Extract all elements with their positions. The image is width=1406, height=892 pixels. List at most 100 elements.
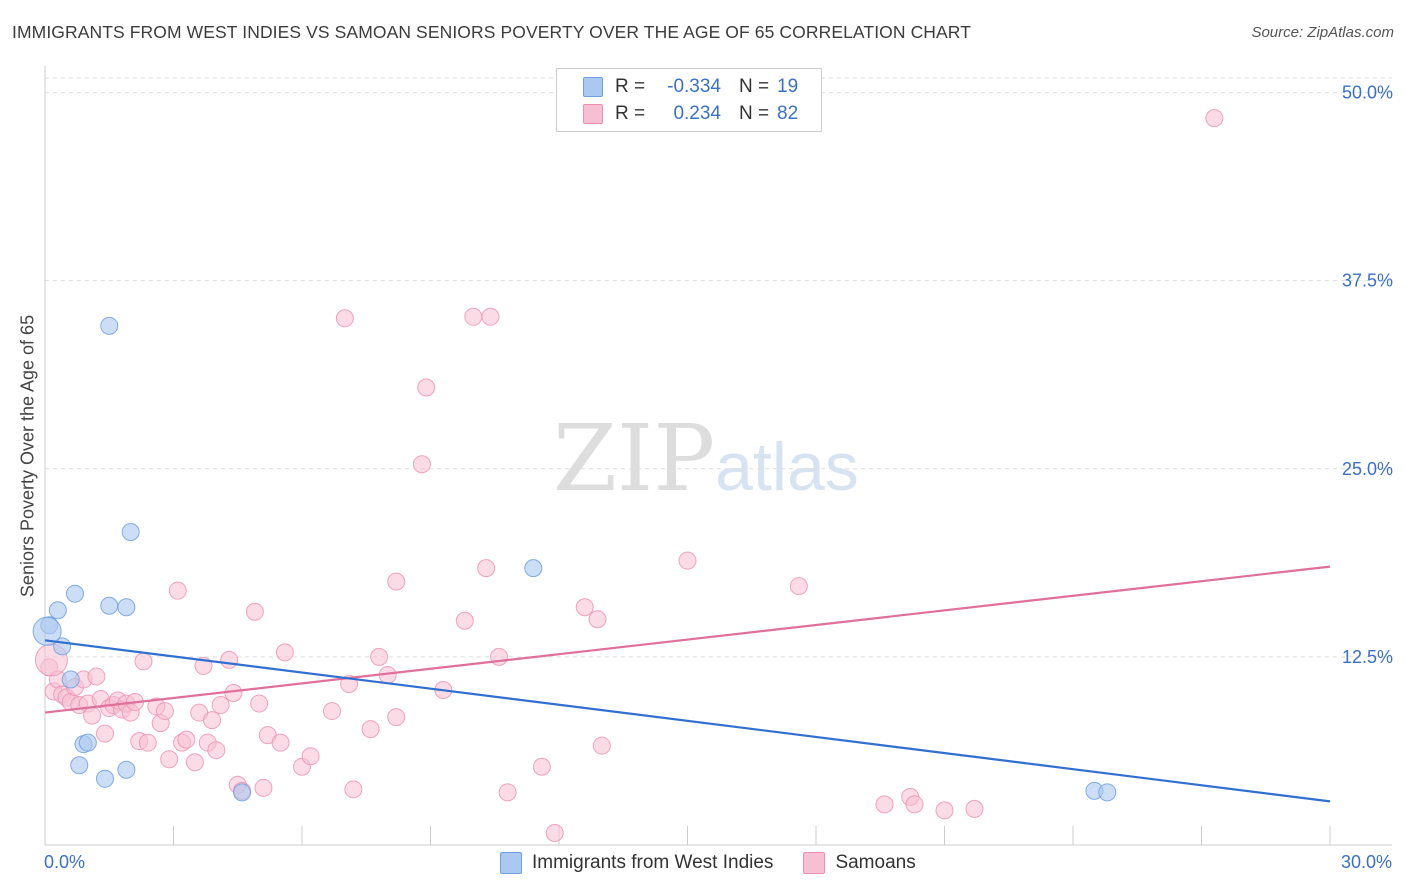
samoans-point — [490, 647, 509, 666]
legend-item-samoans: Samoans — [803, 852, 916, 874]
samoans-point — [545, 823, 564, 842]
west-indies-point — [117, 598, 136, 617]
correlation-legend: R = -0.334 N = 19 R = 0.234 N = 82 — [556, 68, 822, 132]
samoans-point — [455, 611, 474, 630]
legend-swatch-blue — [500, 852, 522, 874]
samoans-point — [588, 610, 607, 629]
samoans-point — [575, 598, 594, 617]
west-indies-point — [100, 596, 119, 615]
samoans-point — [344, 780, 363, 799]
samoans-point — [412, 455, 431, 474]
samoans-point — [1205, 109, 1224, 128]
west-indies-point — [100, 316, 119, 335]
samoans-point — [678, 551, 697, 570]
samoans-point — [905, 795, 924, 814]
west-indies-point — [61, 670, 80, 689]
samoans-point — [789, 577, 808, 596]
legend-r-label: R = — [615, 103, 646, 124]
samoans-point — [875, 795, 894, 814]
samoans-point — [224, 684, 243, 703]
legend-r-value: -0.334 — [667, 76, 721, 97]
legend-swatch-pink — [583, 104, 603, 124]
legend-item-west-indies: Immigrants from West Indies — [500, 852, 773, 874]
y-tick-label: 37.5% — [1342, 271, 1393, 291]
samoans-point — [481, 307, 500, 326]
samoans-point — [138, 733, 157, 752]
chart-title: IMMIGRANTS FROM WEST INDIES VS SAMOAN SE… — [12, 22, 972, 42]
samoans-point — [361, 720, 380, 739]
west-indies-point — [117, 760, 136, 779]
west-indies-point — [78, 733, 97, 752]
west-indies-point — [233, 783, 252, 802]
samoans-point — [370, 647, 389, 666]
samoans-point — [387, 708, 406, 727]
x-tick-label-max: 30.0% — [1340, 852, 1392, 872]
west-indies-point — [524, 559, 543, 578]
samoans-points — [34, 109, 1224, 842]
samoans-point — [498, 783, 517, 802]
west-indies-point — [95, 769, 114, 788]
legend-label-west-indies: Immigrants from West Indies — [532, 852, 774, 873]
samoans-point — [203, 711, 222, 730]
samoans-point — [464, 307, 483, 326]
samoans-point — [160, 750, 179, 769]
trend-lines — [44, 565, 1331, 803]
y-tick-label: 25.0% — [1342, 459, 1393, 479]
samoans-point — [322, 702, 341, 721]
samoans-point — [250, 694, 269, 713]
samoans-point — [245, 602, 264, 621]
west-indies-point — [32, 616, 62, 646]
samoans-point — [301, 747, 320, 766]
samoans-point — [211, 696, 230, 715]
legend-row-west-indies: R = -0.334 N = 19 — [583, 75, 798, 99]
axes — [44, 66, 1392, 846]
samoans-point — [207, 741, 226, 760]
samoans-point — [87, 667, 106, 686]
series-legend: Immigrants from West Indies Samoans — [500, 852, 946, 874]
grid — [45, 77, 1392, 658]
west-indies-points — [32, 316, 1117, 802]
samoans-point — [83, 706, 102, 725]
samoans-point — [254, 778, 273, 797]
samoans-point — [477, 559, 496, 578]
west-indies-point — [70, 756, 89, 775]
samoans-point — [95, 724, 114, 743]
legend-n-label: N = — [739, 103, 770, 124]
samoans-point — [965, 799, 984, 818]
legend-r-label: R = — [615, 76, 646, 97]
samoans-point — [387, 572, 406, 591]
y-tick-label: 50.0% — [1342, 83, 1393, 103]
legend-n-value: 82 — [777, 103, 799, 124]
samoans-point — [532, 757, 551, 776]
x-tick-label-min: 0.0% — [44, 852, 86, 872]
chart-source: Source: ZipAtlas.com — [1251, 24, 1394, 41]
legend-swatch-blue — [583, 77, 603, 97]
legend-swatch-pink — [803, 852, 826, 874]
samoans-point — [168, 581, 187, 600]
legend-r-value: 0.234 — [673, 103, 721, 124]
samoans-point — [275, 643, 294, 662]
west-indies-point — [65, 584, 84, 603]
samoans-point — [335, 309, 354, 328]
samoans-point — [185, 753, 204, 772]
samoans-point — [271, 733, 290, 752]
samoans-point — [177, 730, 196, 749]
west-indies-trend-line — [44, 639, 1331, 803]
y-axis-label: Seniors Poverty Over the Age of 65 — [17, 314, 38, 598]
west-indies-point — [1098, 783, 1117, 802]
legend-label-samoans: Samoans — [835, 852, 916, 873]
legend-n-value: 19 — [777, 76, 799, 97]
west-indies-point — [121, 522, 140, 541]
y-tick-label: 12.5% — [1342, 647, 1393, 667]
legend-row-samoans: R = 0.234 N = 82 — [583, 102, 798, 126]
y-tick-labels: 12.5% 25.0% 37.5% 50.0% — [1342, 83, 1393, 667]
samoans-point — [935, 801, 954, 820]
samoans-point — [592, 736, 611, 755]
samoans-point — [417, 378, 436, 397]
legend-n-label: N = — [739, 76, 770, 97]
west-indies-point — [48, 601, 67, 620]
samoans-point — [134, 652, 153, 671]
samoans-point — [155, 702, 174, 721]
samoans-trend-line — [44, 565, 1331, 714]
